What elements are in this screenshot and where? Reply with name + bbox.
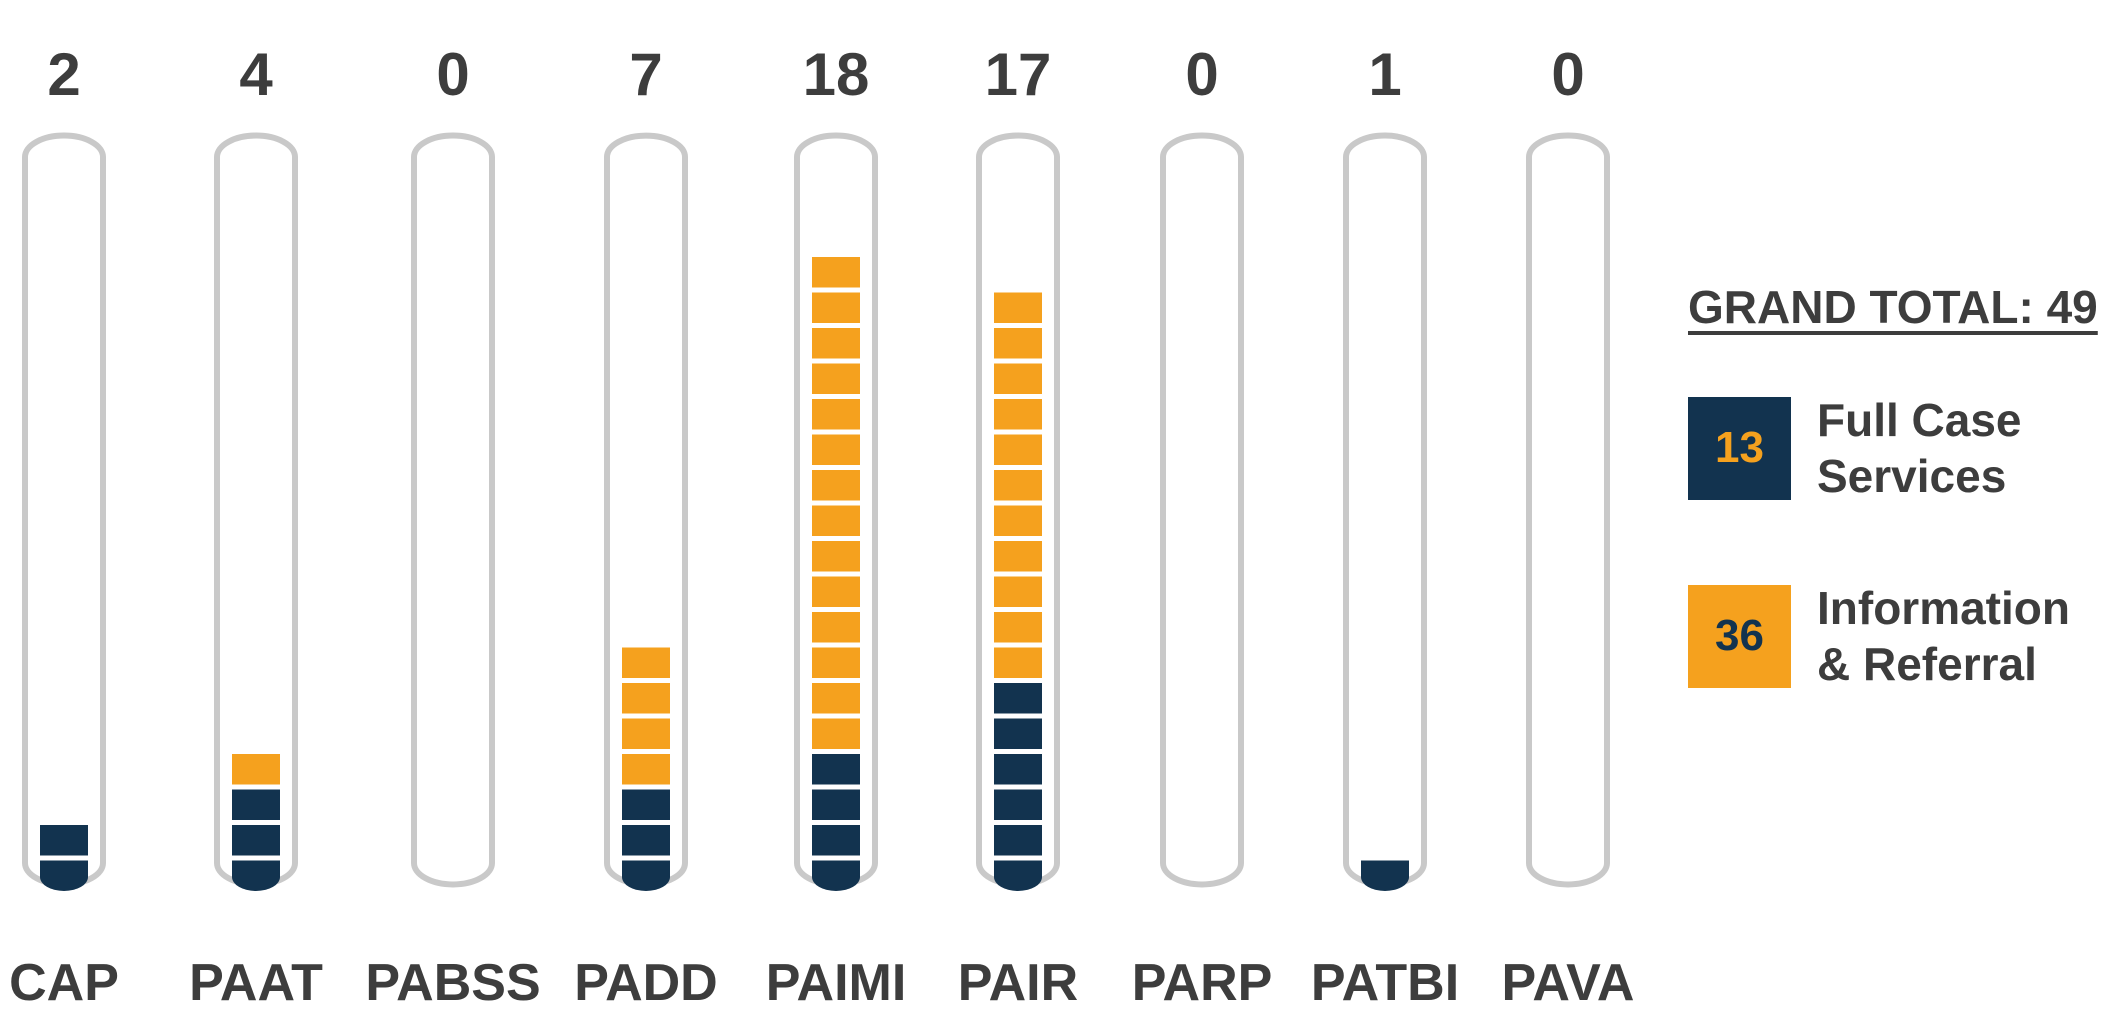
tube-cap (22, 132, 106, 888)
bar-segment-info-referral-paimi (812, 541, 860, 572)
category-label-parp: PARP (1132, 954, 1273, 1012)
bar-segment-info-referral-pair (994, 647, 1042, 678)
count-label-pava: 0 (1551, 41, 1584, 108)
bar-segment-info-referral-paimi (812, 363, 860, 394)
count-label-parp: 0 (1185, 41, 1218, 108)
tube-paat (214, 132, 298, 888)
category-label-padd: PADD (574, 954, 717, 1012)
bar-segment-full-case-paimi (812, 789, 860, 820)
bar-segment-info-referral-paimi (812, 612, 860, 643)
bar-segment-info-referral-paimi (812, 257, 860, 288)
bar-segment-full-case-paat (232, 860, 280, 891)
bar-segment-info-referral-paimi (812, 434, 860, 465)
count-label-pair: 17 (985, 41, 1052, 108)
legend: GRAND TOTAL: 49 13 Full Case Services 36… (1688, 280, 2118, 692)
tube-parp (1160, 132, 1244, 888)
bar-segment-info-referral-paimi (812, 576, 860, 607)
bar-segment-info-referral-paimi (812, 647, 860, 678)
bar-segment-full-case-paimi (812, 825, 860, 856)
bar-segment-full-case-paat (232, 789, 280, 820)
tube-patbi (1343, 132, 1427, 888)
category-label-paimi: PAIMI (766, 954, 907, 1012)
bar-segment-info-referral-paimi (812, 328, 860, 359)
bar-segment-info-referral-pair (994, 328, 1042, 359)
bar-segment-full-case-paimi (812, 860, 860, 891)
bar-segment-full-case-cap (40, 860, 88, 891)
category-label-cap: CAP (9, 954, 119, 1012)
bar-segment-info-referral-paat (232, 754, 280, 785)
count-label-cap: 2 (47, 41, 80, 108)
bar-segment-full-case-pair (994, 683, 1042, 714)
bar-segment-full-case-patbi (1361, 860, 1409, 891)
bar-segment-full-case-padd (622, 789, 670, 820)
grand-total: GRAND TOTAL: 49 (1688, 281, 2098, 333)
bar-segment-full-case-pair (994, 860, 1042, 891)
category-label-pabss: PABSS (365, 954, 540, 1012)
bar-segment-info-referral-pair (994, 363, 1042, 394)
bar-segment-info-referral-paimi (812, 292, 860, 323)
category-label-patbi: PATBI (1311, 954, 1459, 1012)
bar-segment-info-referral-padd (622, 718, 670, 749)
count-label-padd: 7 (629, 41, 662, 108)
bar-segment-info-referral-padd (622, 683, 670, 714)
bar-segment-full-case-pair (994, 718, 1042, 749)
bar-segment-info-referral-padd (622, 754, 670, 785)
bar-segment-info-referral-pair (994, 612, 1042, 643)
tube-pabss (411, 132, 495, 888)
legend-label-info-referral: Information & Referral (1817, 582, 2070, 690)
bar-segment-full-case-pair (994, 789, 1042, 820)
legend-swatch-info-referral: 36 (1688, 584, 1791, 688)
bar-segment-full-case-padd (622, 860, 670, 891)
legend-swatch-full-case: 13 (1688, 396, 1791, 500)
bar-segment-info-referral-pair (994, 292, 1042, 323)
count-label-patbi: 1 (1368, 41, 1401, 108)
category-label-paat: PAAT (189, 954, 323, 1012)
bar-segment-info-referral-paimi (812, 399, 860, 430)
bar-segment-info-referral-paimi (812, 505, 860, 536)
bar-segment-info-referral-pair (994, 576, 1042, 607)
bar-segment-info-referral-pair (994, 399, 1042, 430)
bar-segment-full-case-pair (994, 825, 1042, 856)
bar-segment-info-referral-padd (622, 647, 670, 678)
count-label-paat: 4 (239, 41, 273, 108)
bar-segment-info-referral-paimi (812, 683, 860, 714)
tube-pava (1526, 132, 1610, 888)
bar-segment-info-referral-pair (994, 470, 1042, 501)
category-label-pava: PAVA (1502, 954, 1635, 1012)
bar-segment-info-referral-pair (994, 505, 1042, 536)
bar-segment-full-case-paat (232, 825, 280, 856)
count-label-pabss: 0 (436, 41, 469, 108)
count-label-paimi: 18 (803, 41, 870, 108)
bar-segment-full-case-pair (994, 754, 1042, 785)
bar-segment-info-referral-pair (994, 541, 1042, 572)
bar-segment-full-case-cap (40, 825, 88, 856)
bar-segment-info-referral-paimi (812, 718, 860, 749)
legend-item-information-referral: 36 Information & Referral (1688, 580, 2118, 692)
legend-item-full-case-services: 13 Full Case Services (1688, 392, 2118, 504)
category-label-pair: PAIR (958, 954, 1078, 1012)
bar-segment-full-case-padd (622, 825, 670, 856)
bar-segment-info-referral-pair (994, 434, 1042, 465)
bar-segment-info-referral-paimi (812, 470, 860, 501)
legend-label-full-case: Full Case Services (1817, 394, 2022, 502)
bar-segment-full-case-paimi (812, 754, 860, 785)
